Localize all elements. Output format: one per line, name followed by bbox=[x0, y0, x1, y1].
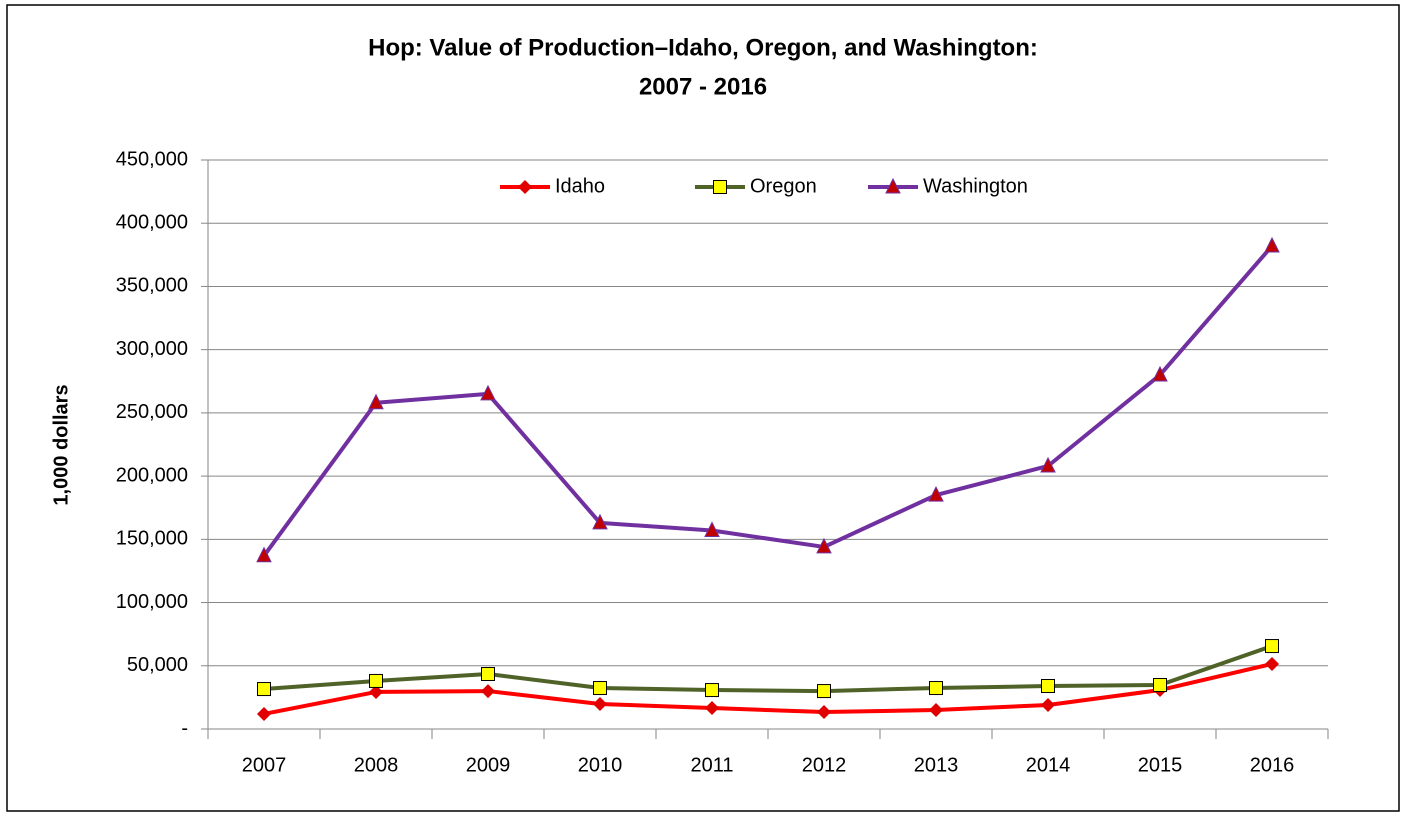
marker bbox=[705, 683, 719, 698]
x-tick-label: 2009 bbox=[466, 754, 511, 776]
marker bbox=[480, 384, 496, 401]
x-tick-label: 2013 bbox=[914, 754, 959, 776]
marker bbox=[368, 393, 384, 410]
y-axis-label: 1,000 dollars bbox=[50, 384, 72, 505]
marker bbox=[1265, 657, 1279, 672]
marker bbox=[705, 701, 719, 716]
marker bbox=[1264, 236, 1280, 253]
x-tick-label: 2008 bbox=[354, 754, 399, 776]
marker bbox=[481, 666, 495, 681]
y-tick-label: 400,000 bbox=[116, 212, 188, 234]
marker bbox=[704, 521, 720, 537]
x-tick-label: 2010 bbox=[578, 754, 623, 776]
y-tick-label: 300,000 bbox=[116, 338, 188, 360]
marker bbox=[1152, 365, 1168, 382]
legend-label: Idaho bbox=[555, 175, 605, 197]
y-tick-label: - bbox=[181, 717, 188, 739]
marker bbox=[257, 706, 271, 721]
y-tick-label: 200,000 bbox=[116, 464, 188, 486]
y-tick-label: 450,000 bbox=[116, 148, 188, 170]
x-tick-label: 2012 bbox=[802, 754, 847, 776]
marker bbox=[1040, 456, 1056, 473]
y-tick-label: 100,000 bbox=[116, 591, 188, 613]
marker bbox=[1265, 639, 1279, 654]
chart-title: 2007 - 2016 bbox=[639, 73, 767, 100]
x-tick-label: 2007 bbox=[242, 754, 287, 776]
line bbox=[262, 244, 1274, 557]
marker bbox=[816, 537, 832, 554]
marker bbox=[1041, 697, 1055, 712]
marker bbox=[369, 684, 383, 699]
x-tick-label: 2014 bbox=[1026, 754, 1071, 776]
y-tick-label: 350,000 bbox=[116, 275, 188, 297]
marker bbox=[817, 684, 831, 699]
marker bbox=[929, 681, 943, 696]
marker bbox=[256, 546, 272, 563]
marker bbox=[369, 673, 383, 688]
marker bbox=[928, 485, 944, 502]
y-tick-label: 150,000 bbox=[116, 528, 188, 550]
y-tick-label: 50,000 bbox=[127, 654, 188, 676]
x-tick-label: 2011 bbox=[690, 754, 733, 776]
legend-marker bbox=[885, 177, 901, 194]
marker bbox=[1153, 677, 1167, 692]
chart-title: Hop: Value of Production–Idaho, Oregon, … bbox=[368, 34, 1038, 61]
marker bbox=[929, 703, 943, 718]
legend-marker bbox=[518, 180, 532, 194]
marker bbox=[593, 681, 607, 696]
marker bbox=[592, 513, 608, 530]
legend-marker bbox=[713, 180, 727, 194]
marker bbox=[481, 684, 495, 699]
legend-label: Washington bbox=[923, 175, 1028, 197]
line bbox=[263, 644, 1273, 694]
marker bbox=[593, 696, 607, 711]
x-tick-label: 2015 bbox=[1138, 754, 1183, 776]
y-tick-label: 250,000 bbox=[116, 401, 188, 423]
marker bbox=[257, 682, 271, 697]
chart-border bbox=[6, 4, 1400, 812]
marker bbox=[817, 705, 831, 720]
x-tick-label: 2016 bbox=[1250, 754, 1295, 776]
line bbox=[263, 662, 1273, 716]
legend-label: Oregon bbox=[750, 175, 817, 197]
marker bbox=[1041, 679, 1055, 694]
